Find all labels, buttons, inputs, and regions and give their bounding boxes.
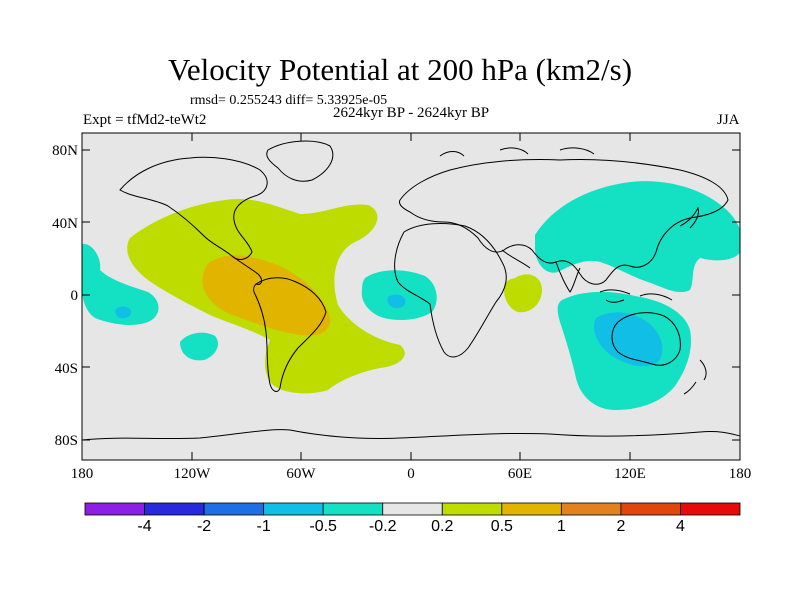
colorbar-box-4 xyxy=(322,502,384,516)
lat-label-80s: 80S xyxy=(54,433,78,449)
lon-label-180w: 180 xyxy=(70,466,94,482)
lon-label-180e: 180 xyxy=(728,466,752,482)
lon-label-60w: 60W xyxy=(286,466,316,482)
coastline-india xyxy=(501,249,581,293)
coastline-greenland xyxy=(266,140,334,182)
season-label: JJA xyxy=(717,112,740,128)
contour-negative-south-pacific xyxy=(180,332,218,361)
colorbar-label-2: -1 xyxy=(256,518,271,535)
coastline-australia xyxy=(611,312,681,366)
coastlines xyxy=(82,140,740,441)
contour-negative-asia xyxy=(535,181,740,293)
colorbar-box-8 xyxy=(560,502,622,516)
coastline-north-america xyxy=(119,156,268,260)
contour-positive-africa xyxy=(504,274,542,313)
coastline-africa xyxy=(394,223,507,358)
colorbar-box-7 xyxy=(501,502,562,516)
lat-label-0: 0 xyxy=(70,288,79,304)
lon-label-120w: 120W xyxy=(173,466,211,482)
coastline-new-zealand xyxy=(683,359,707,395)
coastline-maritime-asia xyxy=(599,289,673,303)
contour-negative-pacific xyxy=(82,243,159,325)
colorbar-box-3 xyxy=(263,502,324,516)
contour-negative-atlantic-core xyxy=(387,294,406,309)
lat-label-80n: 80N xyxy=(52,143,78,159)
colorbar-label-7: 1 xyxy=(556,518,566,535)
colorbar-box-9 xyxy=(620,502,681,516)
lon-label-60e: 60E xyxy=(507,466,533,482)
colorbar-label-5: 0.2 xyxy=(431,518,454,535)
coastline-central-america xyxy=(231,255,263,285)
colorbar-box-6 xyxy=(441,502,503,516)
colorbar-label-3: -0.5 xyxy=(309,518,337,535)
coastline-japan xyxy=(679,206,699,229)
colorbar-box-2 xyxy=(203,502,265,516)
lat-label-40n: 40N xyxy=(52,216,78,232)
contour-negative-pacific-core xyxy=(115,306,132,319)
colorbar-label-6: 0.5 xyxy=(490,518,513,535)
colorbar xyxy=(84,502,741,516)
lat-label-40s: 40S xyxy=(54,361,78,377)
coastline-antarctica xyxy=(82,429,740,441)
experiment-label: Expt = tfMd2-teWt2 xyxy=(83,112,207,128)
colorbar-label-1: -2 xyxy=(196,518,212,535)
chart-title: Velocity Potential at 200 hPa (km2/s) xyxy=(167,52,633,87)
period-label: 2624kyr BP - 2624kyr BP xyxy=(332,105,490,121)
contour-negative-core xyxy=(593,312,663,367)
colorbar-box-10 xyxy=(680,502,741,516)
colorbar-label-9: 4 xyxy=(676,518,685,535)
colorbar-label-0: -4 xyxy=(137,518,152,535)
lon-label-120e: 120E xyxy=(614,466,646,482)
colorbar-label-8: 2 xyxy=(616,518,626,535)
lon-label-0: 0 xyxy=(407,466,415,482)
colorbar-box-1 xyxy=(144,502,205,516)
lon-tick-marks xyxy=(81,133,741,460)
coastline-eurasia xyxy=(399,158,729,285)
contour-positive-core xyxy=(202,255,331,336)
coastline-south-america xyxy=(253,277,327,392)
colorbar-label-4: -0.2 xyxy=(368,518,397,535)
lat-tick-marks xyxy=(82,149,740,441)
stats-line: rmsd= 0.255243 diff= 5.33925e-05 xyxy=(190,93,388,108)
colorbar-box-0 xyxy=(84,502,145,516)
coastline-arctic-islands xyxy=(439,147,595,157)
colorbar-box-5 xyxy=(382,502,443,516)
